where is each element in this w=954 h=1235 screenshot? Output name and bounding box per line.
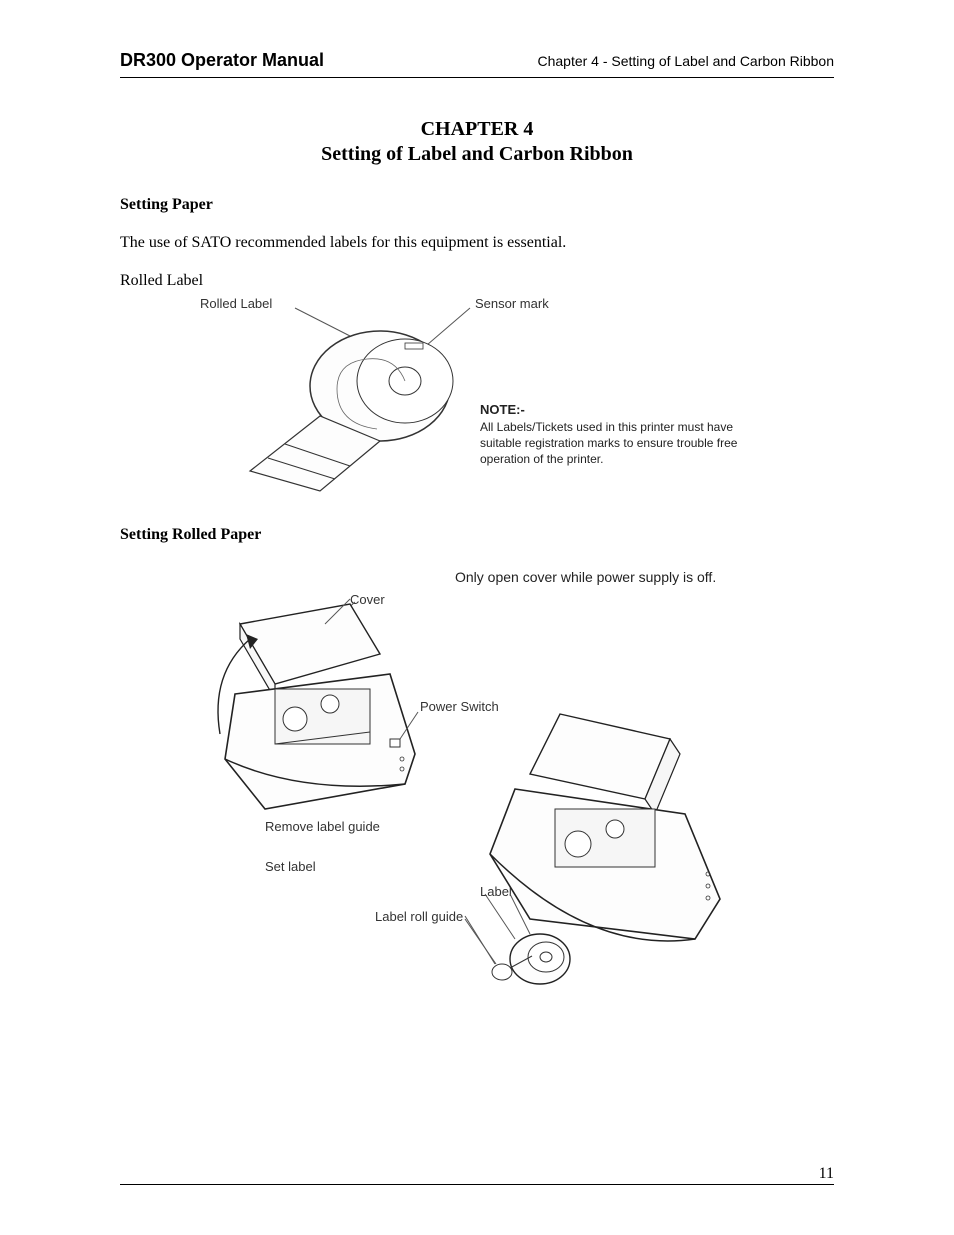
note-title: NOTE:- xyxy=(480,401,740,419)
fig2-label-roll-guide: Label roll guide xyxy=(375,909,463,924)
page: DR300 Operator Manual Chapter 4 - Settin… xyxy=(0,0,954,1064)
section-heading-setting-rolled-paper: Setting Rolled Paper xyxy=(120,526,834,544)
chapter-number: CHAPTER 4 xyxy=(120,118,834,141)
body-text: The use of SATO recommended labels for t… xyxy=(120,234,834,252)
chapter-title: Setting of Label and Carbon Ribbon xyxy=(120,143,834,166)
figure-printer-loading: Only open cover while power supply is of… xyxy=(150,564,834,1004)
note-body: All Labels/Tickets used in this printer … xyxy=(480,419,740,468)
header-title: DR300 Operator Manual xyxy=(120,50,324,71)
printer-open-icon xyxy=(180,584,460,824)
fig2-caption: Only open cover while power supply is of… xyxy=(455,569,716,585)
printer-load-icon xyxy=(460,704,760,994)
page-number: 11 xyxy=(819,1165,834,1183)
figure-rolled-label: Rolled Label Sensor mark NOTE:- All Labe… xyxy=(150,296,834,506)
section-heading-setting-paper: Setting Paper xyxy=(120,196,834,214)
page-header: DR300 Operator Manual Chapter 4 - Settin… xyxy=(120,50,834,78)
page-footer: 11 xyxy=(120,1184,834,1185)
rolled-label-subheading: Rolled Label xyxy=(120,272,834,290)
fig2-label-set: Set label xyxy=(265,859,316,874)
figure-note: NOTE:- All Labels/Tickets used in this p… xyxy=(480,401,740,467)
header-chapter: Chapter 4 - Setting of Label and Carbon … xyxy=(537,53,834,69)
